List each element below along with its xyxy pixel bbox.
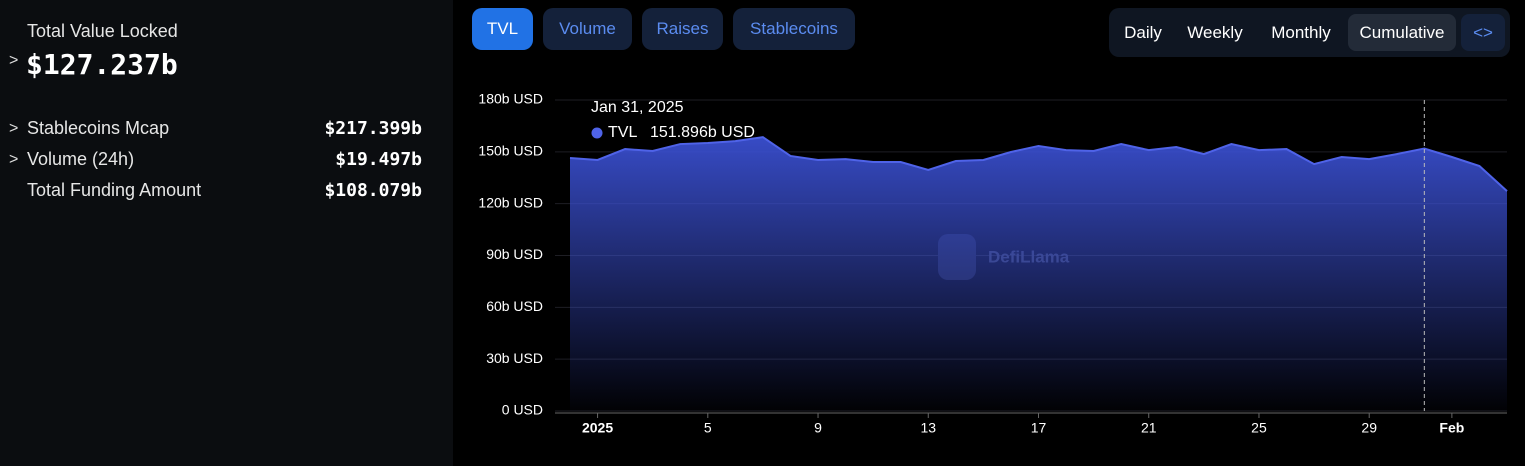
y-tick-label: 0 USD (502, 402, 543, 418)
period-button[interactable]: Monthly (1271, 23, 1331, 42)
stat-label: Total Funding Amount (27, 180, 202, 200)
stat-value: $217.399b (324, 118, 422, 139)
x-tick-label: 25 (1251, 420, 1267, 436)
y-tick-label: 30b USD (486, 350, 543, 366)
tab[interactable]: Stablecoins (733, 8, 855, 50)
x-tick-label: 21 (1141, 420, 1157, 436)
stat-value: $19.497b (335, 149, 422, 170)
expand-icon[interactable]: > (9, 52, 19, 69)
x-tick-label: 29 (1361, 420, 1377, 436)
summary-panel: Total Value Locked > $127.237b > Stablec… (0, 0, 453, 466)
x-tick-label: Feb (1439, 420, 1464, 436)
y-tick-label: 150b USD (478, 143, 543, 159)
tooltip-series: TVL (608, 124, 637, 141)
expand-icon[interactable]: > (9, 120, 19, 137)
x-tick-label: 2025 (582, 420, 613, 436)
stat-value: $108.079b (324, 180, 422, 201)
tooltip-date: Jan 31, 2025 (591, 99, 684, 116)
x-tick-label: 5 (704, 420, 712, 436)
embed-button[interactable]: <> (1461, 14, 1505, 51)
y-tick-label: 120b USD (478, 194, 543, 210)
tab[interactable]: TVL (472, 8, 533, 50)
tab[interactable]: Raises (642, 8, 723, 50)
tvl-label: Total Value Locked (27, 21, 178, 41)
period-button[interactable]: Daily (1124, 23, 1162, 42)
tooltip-value: 151.896b USD (650, 124, 755, 141)
line (569, 136, 1508, 192)
period-button[interactable]: Weekly (1187, 23, 1243, 42)
y-tick-label: 180b USD (478, 91, 543, 107)
tab[interactable]: Volume (543, 8, 632, 50)
tvl-value: $127.237b (26, 48, 178, 81)
x-tick-label: 13 (920, 420, 936, 436)
period-button[interactable]: Cumulative (1348, 14, 1456, 51)
x-tick-label: 9 (814, 420, 822, 436)
legend-dot (591, 127, 603, 139)
stat-label[interactable]: Volume (24h) (27, 149, 135, 169)
y-tick-label: 60b USD (486, 298, 543, 314)
expand-icon[interactable]: > (9, 151, 19, 168)
stat-label[interactable]: Stablecoins Mcap (27, 118, 170, 138)
x-tick-label: 17 (1031, 420, 1047, 436)
area (570, 137, 1507, 411)
y-tick-label: 90b USD (486, 246, 543, 262)
chart: 0 USD 30b USD 60b USD 90b USD 120b USD 150b U… (478, 91, 1508, 436)
period-selector: Daily Weekly Monthly Cumulative <> (1109, 8, 1510, 57)
